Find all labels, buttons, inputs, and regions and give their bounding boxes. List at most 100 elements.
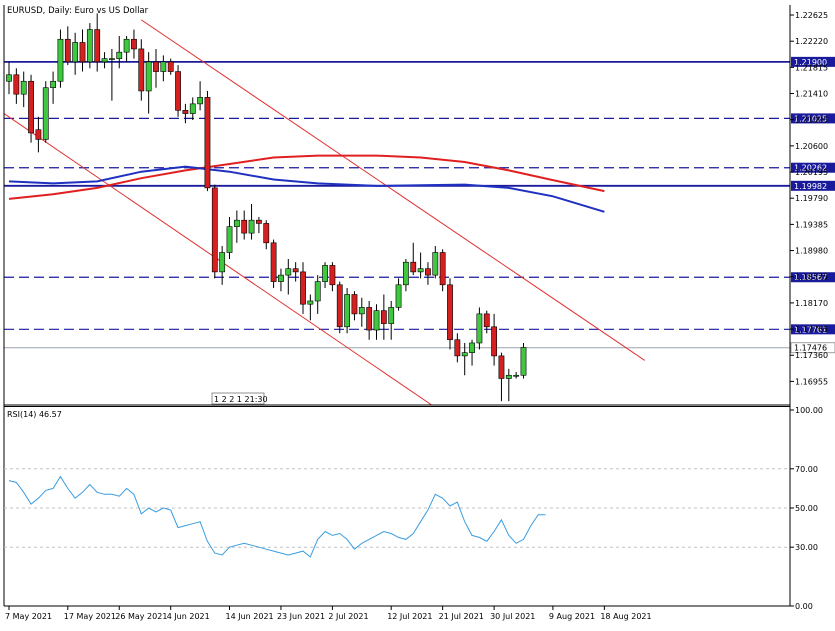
bullish-candle [145,61,152,92]
price-tick-label: 1.18575 [795,273,828,282]
bearish-candle [138,48,145,92]
price-tick-label: 1.19790 [795,194,828,203]
bearish-candle [182,110,189,114]
bearish-candle [410,261,417,273]
bullish-candle [72,42,79,63]
bearish-candle [211,187,218,273]
price-tick-label: 1.22625 [795,11,828,20]
date-tick-label: 23 Jun 2021 [277,612,325,621]
candles [6,13,527,402]
bullish-candle [432,252,439,276]
bullish-candle [101,58,108,63]
channel-lower-line [3,113,432,406]
bullish-candle [197,97,203,105]
level-label-box [791,113,835,124]
bullish-candle [402,261,409,286]
level-label-box [791,324,835,335]
bearish-candle [336,284,343,328]
price-tick-label: 1.22220 [795,37,828,46]
fast-moving-average [8,165,605,213]
bullish-candle [6,74,12,82]
bearish-candle [498,355,505,379]
bearish-candle [491,326,497,357]
rsi-line [8,475,546,558]
level-label: 1.18567 [794,273,827,282]
ma-layer [8,154,605,213]
chart-title: EURUSD, Daily: Euro vs US Dollar [7,6,149,16]
bearish-candle [351,294,358,315]
price-tick-label: 1.20600 [795,142,828,151]
hline-layer: 1.21900 1.21025 1.20262 1.19982 1.18567 1.177… [4,56,835,354]
bullish-candle [513,374,520,377]
rsi-panel: 100.00 70.00 50.00 30.00 0.00 [4,406,823,611]
bearish-candle [300,271,306,305]
rsi-tick-label: 50.00 [795,504,818,513]
date-tick-label: 21 Jul 2021 [439,612,484,621]
bullish-candle [469,342,475,353]
bullish-candle [86,29,93,63]
bearish-candle [263,223,270,244]
price-tick-label: 1.21410 [795,90,828,99]
bearish-candle [167,61,174,72]
level-label: 1.20262 [794,164,827,173]
date-tick-label: 30 Jul 2021 [490,612,535,621]
bullish-candle [373,310,380,331]
price-tick-label: 1.17360 [795,351,828,360]
bullish-candle [476,313,483,344]
level-label-box [791,162,835,173]
date-tick-label: 26 May 2021 [115,612,167,621]
bearish-candle [79,42,86,63]
bearish-candle [292,268,299,273]
date-tick-label: 17 May 2021 [64,612,116,621]
bearish-candle [366,307,373,331]
current-price-label: 1.17476 [794,344,827,353]
bearish-candle [380,310,387,324]
bullish-candle [219,252,226,273]
level-label-box [791,56,835,67]
bullish-candle [123,38,130,53]
bullish-candle [109,58,115,60]
bullish-candle [233,219,240,227]
bullish-candle [42,87,49,140]
rsi-tick-label: 0.00 [795,602,813,611]
date-tick-label: 2 Jul 2021 [328,612,368,621]
bullish-candle [160,61,167,72]
bullish-candle [322,265,328,282]
price-tick-label: 1.16955 [795,377,828,386]
bearish-candle [425,268,431,276]
bearish-candle [439,252,446,286]
price-tick-label: 1.20195 [795,168,828,177]
rsi-tick-label: 70.00 [795,465,818,474]
axes: 1.22625 1.22220 1.21815 1.21410 1.21005 1.206… [3,5,828,621]
bullish-candle [116,51,123,59]
bearish-candle [35,129,42,140]
bearish-candle [64,38,71,63]
timer-box: 1 2 2 1 21:30 [211,392,268,405]
rsi-tick-label: 100.00 [795,406,823,415]
bearish-candle [94,29,101,63]
bearish-candle [483,313,490,328]
rsi-label: RSI(14) 46.57 [7,410,62,419]
bearish-candle [175,71,181,111]
bullish-candle [20,80,27,95]
bullish-candle [248,219,255,234]
channel-upper-line [141,19,646,361]
bearish-candle [447,284,453,341]
bullish-candle [395,284,402,308]
price-tick-label: 1.18170 [795,299,828,308]
level-label-box [791,272,835,283]
bullish-candle [226,226,233,253]
bearish-candle [153,61,159,72]
price-tick-label: 1.19385 [795,220,828,229]
level-label: 1.21900 [794,58,827,67]
bullish-candle [189,103,196,114]
level-label: 1.21025 [794,114,827,123]
bullish-candle [307,300,314,305]
price-tick-label: 1.18980 [795,247,828,256]
bullish-candle [50,80,56,89]
price-tick-label: 1.21815 [795,63,828,72]
bullish-candle [314,281,321,302]
price-tick-label: 1.17765 [795,325,828,334]
level-label-box [791,180,835,191]
